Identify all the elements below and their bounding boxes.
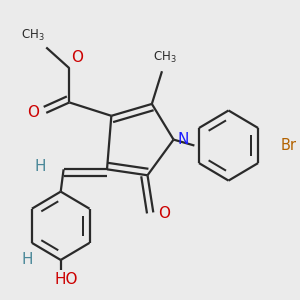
Text: N: N	[178, 131, 189, 146]
Text: O: O	[27, 105, 39, 120]
Text: CH$_3$: CH$_3$	[153, 50, 177, 65]
Text: HO: HO	[55, 272, 78, 287]
Text: Br: Br	[280, 138, 297, 153]
Text: CH$_3$: CH$_3$	[21, 28, 45, 43]
Text: O: O	[158, 206, 169, 221]
Text: H: H	[22, 253, 33, 268]
Text: O: O	[71, 50, 83, 65]
Text: H: H	[35, 159, 46, 174]
